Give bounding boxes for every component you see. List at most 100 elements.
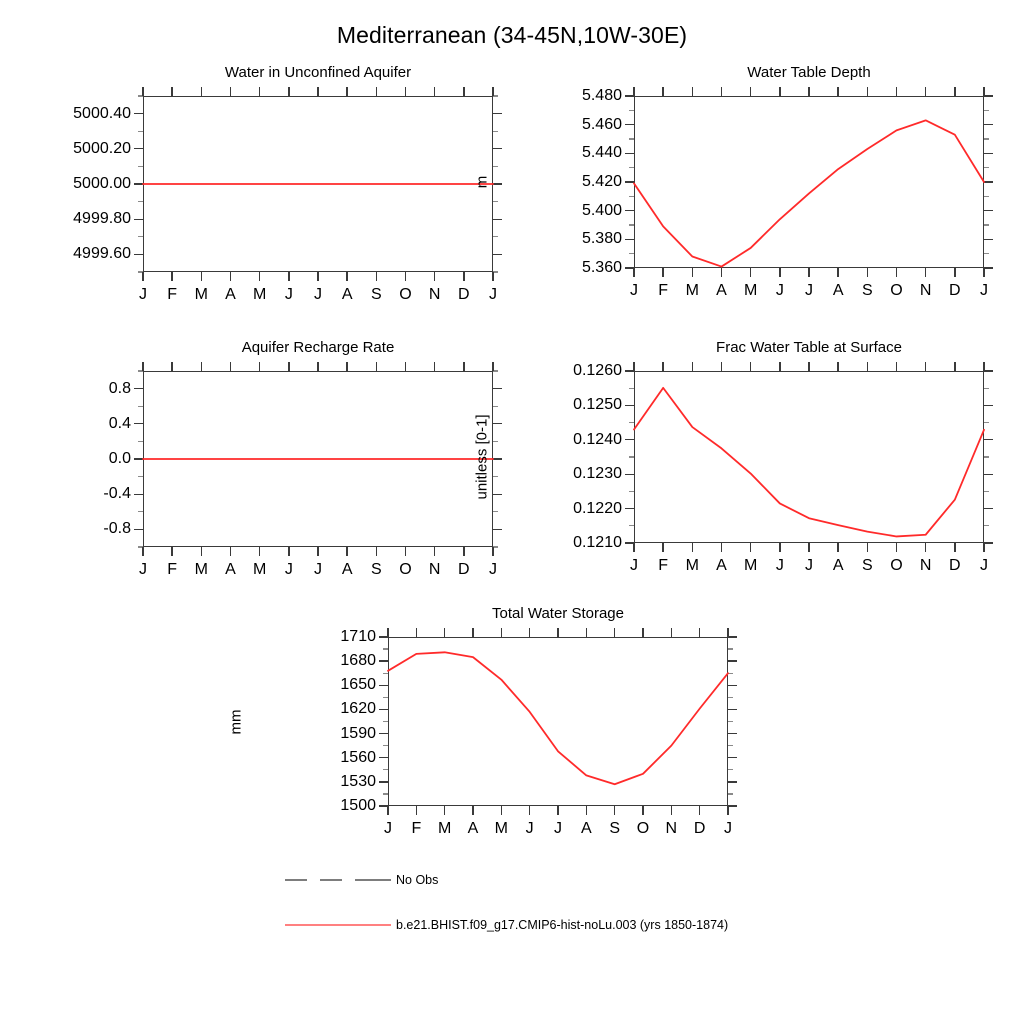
x-tick	[171, 272, 173, 281]
y-tick-label: 0.1260	[573, 362, 622, 379]
x-tick	[779, 268, 781, 277]
x-tick	[557, 806, 559, 815]
y-tick-label: 5.440	[581, 144, 622, 162]
y-tick-label: 0.0	[108, 450, 131, 467]
x-tick-label: S	[861, 557, 873, 574]
x-tick	[317, 272, 319, 281]
y-minor-tick	[629, 525, 634, 527]
y-minor-tick	[383, 745, 388, 747]
y-minor-tick	[984, 490, 989, 492]
y-tick	[379, 708, 388, 711]
x-tick	[895, 268, 898, 277]
x-tick	[229, 272, 232, 281]
x-tick-label: O	[890, 282, 903, 299]
y-minor-tick	[629, 109, 634, 111]
x-tick-label: M	[194, 561, 208, 578]
x-tick-label: A	[716, 282, 727, 299]
y-minor-tick	[493, 546, 498, 548]
y-minor-tick	[138, 440, 143, 442]
x-tick-label: J	[775, 282, 784, 299]
x-tick	[463, 87, 465, 96]
y-tick-label: 5.380	[581, 230, 622, 248]
y-tick	[493, 218, 502, 220]
x-tick-label: M	[437, 820, 452, 837]
y-tick	[625, 209, 634, 212]
x-tick-label: N	[428, 561, 441, 578]
y-tick	[134, 528, 143, 531]
x-tick	[346, 87, 348, 96]
x-tick	[613, 628, 616, 637]
x-tick-label: J	[139, 286, 147, 303]
x-tick	[808, 543, 810, 552]
x-tick	[983, 268, 985, 277]
x-tick	[727, 806, 729, 815]
figure-title: Mediterranean (34-45N,10W-30E)	[336, 22, 688, 48]
x-tick	[200, 547, 203, 556]
y-tick	[625, 152, 634, 155]
y-tick-label: 1530	[340, 772, 376, 790]
x-tick-label: J	[980, 557, 988, 574]
y-minor-tick	[138, 476, 143, 478]
x-tick-label: M	[743, 557, 758, 574]
y-tick	[625, 267, 634, 269]
y-tick-label: 1500	[340, 797, 376, 814]
x-tick	[500, 806, 503, 815]
legend-dash-segment	[355, 879, 377, 881]
y-tick	[728, 757, 737, 759]
y-minor-tick	[383, 793, 388, 795]
y-minor-tick	[629, 387, 634, 389]
series-line	[387, 651, 729, 786]
x-tick-label: M	[494, 820, 508, 837]
x-tick	[954, 268, 956, 277]
y-tick	[134, 387, 143, 390]
x-tick	[404, 362, 407, 371]
y-tick	[728, 660, 737, 662]
y-minor-tick	[629, 138, 634, 140]
x-tick-label: O	[399, 286, 412, 303]
x-tick-label: S	[861, 282, 873, 299]
x-tick	[895, 87, 898, 96]
x-tick-label: J	[284, 561, 293, 578]
y-tick	[728, 636, 737, 638]
x-tick-label: A	[341, 561, 353, 578]
x-tick	[463, 362, 465, 371]
x-tick-label: O	[890, 557, 903, 574]
x-tick	[433, 547, 436, 556]
y-minor-tick	[383, 648, 388, 650]
y-tick	[625, 95, 634, 97]
x-tick	[642, 806, 644, 815]
x-tick	[866, 268, 869, 277]
x-tick	[433, 272, 436, 281]
x-tick-label: O	[399, 561, 412, 578]
x-tick	[779, 87, 781, 96]
x-tick	[585, 628, 588, 637]
y-minor-tick	[728, 672, 733, 674]
x-tick	[492, 87, 494, 96]
x-tick	[415, 806, 418, 815]
x-tick	[443, 628, 446, 637]
y-tick	[134, 183, 143, 185]
y-tick	[134, 218, 143, 220]
y-tick	[134, 458, 143, 460]
y-tick-label: 5.360	[581, 259, 622, 276]
y-minor-tick	[629, 456, 634, 458]
x-tick-label: J	[630, 557, 638, 574]
x-tick	[662, 87, 664, 96]
y-tick	[984, 123, 993, 126]
x-tick	[142, 272, 144, 281]
plot-area	[143, 371, 493, 547]
x-tick-label: M	[194, 286, 208, 303]
x-tick	[670, 628, 673, 637]
panel-title: Water in Unconfined Aquifer	[224, 64, 412, 81]
y-tick-label: 0.4	[108, 414, 131, 432]
x-tick-label: M	[252, 286, 267, 303]
x-tick	[924, 362, 927, 371]
x-tick	[288, 87, 290, 96]
x-tick-label: M	[685, 557, 699, 574]
plot-area	[634, 96, 984, 268]
y-tick-label: 5.460	[581, 115, 622, 133]
y-tick	[493, 253, 502, 256]
x-tick	[954, 543, 956, 552]
